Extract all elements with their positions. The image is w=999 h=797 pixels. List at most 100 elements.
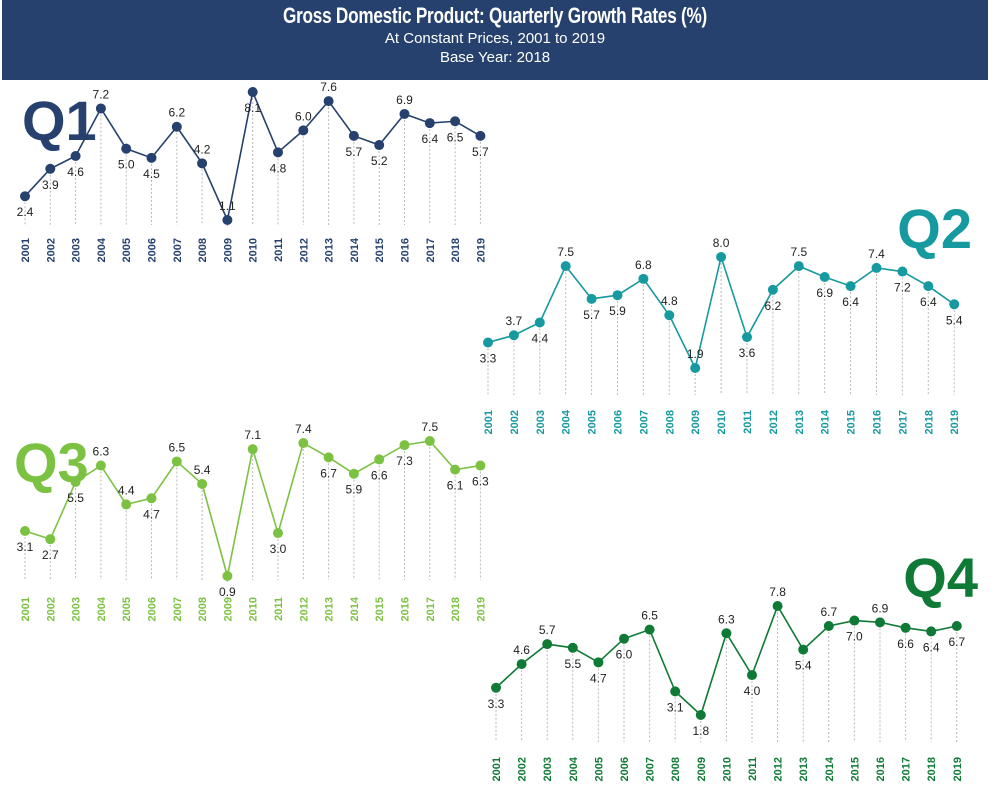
data-point (586, 293, 597, 304)
data-point (534, 317, 545, 328)
data-point (95, 103, 106, 114)
data-label: 3.6 (739, 346, 756, 360)
data-point (121, 143, 132, 154)
data-point (619, 633, 629, 644)
year-label: 2017 (897, 410, 909, 434)
year-label: 2015 (846, 410, 858, 434)
year-label: 2004 (96, 237, 108, 262)
data-point (793, 261, 804, 272)
year-label: 2004 (96, 596, 108, 621)
data-label: 7.5 (790, 245, 807, 259)
data-point (923, 281, 934, 292)
year-label: 2011 (747, 757, 759, 781)
year-label: 2016 (400, 597, 412, 621)
year-label: 2007 (638, 410, 650, 434)
data-point (849, 615, 860, 626)
data-point (20, 191, 30, 202)
year-label: 2008 (197, 597, 209, 621)
data-point (690, 363, 701, 373)
year-label: 2008 (664, 410, 676, 434)
data-label: 4.6 (513, 643, 530, 657)
year-label: 2012 (298, 238, 310, 262)
data-point (670, 686, 681, 697)
data-label: 6.7 (948, 635, 965, 649)
data-point (121, 499, 132, 510)
data-point (695, 710, 706, 720)
data-label: 6.4 (920, 295, 937, 309)
data-point (772, 601, 783, 611)
data-label: 5.4 (795, 659, 812, 673)
data-label: 6.3 (718, 612, 735, 626)
data-label: 6.4 (421, 132, 438, 146)
year-label: 2007 (172, 238, 184, 262)
data-label: 3.1 (667, 700, 684, 714)
data-label: 3.3 (488, 697, 505, 711)
data-label: 6.6 (371, 468, 388, 482)
quarter-label-q1: Q1 (22, 89, 97, 152)
data-label: 4.0 (744, 684, 761, 698)
data-label: 3.7 (506, 314, 523, 328)
year-label: 2014 (824, 756, 836, 781)
data-point (424, 436, 435, 446)
data-point (70, 476, 81, 487)
data-label: 5.7 (472, 145, 489, 159)
year-label: 2001 (483, 410, 495, 434)
data-label: 1.9 (687, 347, 704, 361)
data-point (567, 642, 578, 653)
data-label: 6.6 (897, 637, 914, 651)
data-point (483, 337, 493, 348)
year-label: 2016 (875, 757, 887, 781)
data-point (638, 273, 649, 284)
data-label: 4.2 (194, 142, 211, 156)
data-label: 5.4 (946, 313, 963, 327)
data-point (95, 460, 106, 471)
data-label: 5.5 (564, 657, 581, 671)
year-label: 2017 (425, 238, 437, 262)
year-label: 2011 (273, 238, 285, 262)
data-label: 1.1 (219, 199, 236, 213)
year-label: 2011 (273, 597, 285, 621)
year-label: 2012 (773, 757, 785, 781)
data-point (475, 130, 486, 141)
data-label: 3.9 (42, 178, 59, 192)
data-point (949, 299, 960, 310)
data-label: 6.0 (295, 109, 312, 123)
data-label: 3.0 (270, 542, 287, 556)
data-point (298, 438, 309, 449)
year-label: 2015 (374, 238, 386, 262)
data-label: 7.3 (396, 454, 413, 468)
data-label: 7.5 (557, 245, 574, 259)
data-label: 5.0 (118, 158, 135, 172)
data-label: 7.6 (320, 80, 337, 94)
year-label: 2003 (71, 597, 83, 621)
chart-base-year: Base Year: 2018 (439, 49, 551, 66)
year-label: 2006 (619, 757, 631, 781)
year-label: 2003 (71, 238, 83, 262)
data-label: 2.4 (17, 205, 34, 219)
data-label: 4.8 (270, 161, 287, 175)
data-label: 6.7 (820, 605, 837, 619)
year-label: 2017 (901, 757, 913, 781)
year-label: 2004 (561, 409, 573, 434)
year-label: 2003 (542, 757, 554, 781)
data-point (742, 332, 752, 343)
data-point (875, 617, 885, 628)
data-point (716, 252, 727, 262)
data-point (450, 464, 461, 475)
data-point (951, 620, 962, 631)
data-point (20, 526, 30, 536)
data-label: 6.5 (168, 440, 185, 454)
year-label: 2001 (20, 238, 32, 262)
data-point (298, 125, 309, 136)
data-label: 6.4 (923, 640, 940, 654)
data-label: 6.5 (641, 609, 658, 623)
data-point (900, 622, 911, 633)
data-point (508, 330, 519, 341)
data-label: 6.3 (93, 445, 110, 459)
data-label: 6.5 (447, 130, 464, 144)
year-label: 2013 (794, 410, 806, 434)
year-label: 2001 (20, 597, 32, 621)
year-label: 2005 (121, 238, 133, 262)
data-label: 4.7 (143, 507, 160, 521)
data-label: 5.2 (371, 154, 388, 168)
